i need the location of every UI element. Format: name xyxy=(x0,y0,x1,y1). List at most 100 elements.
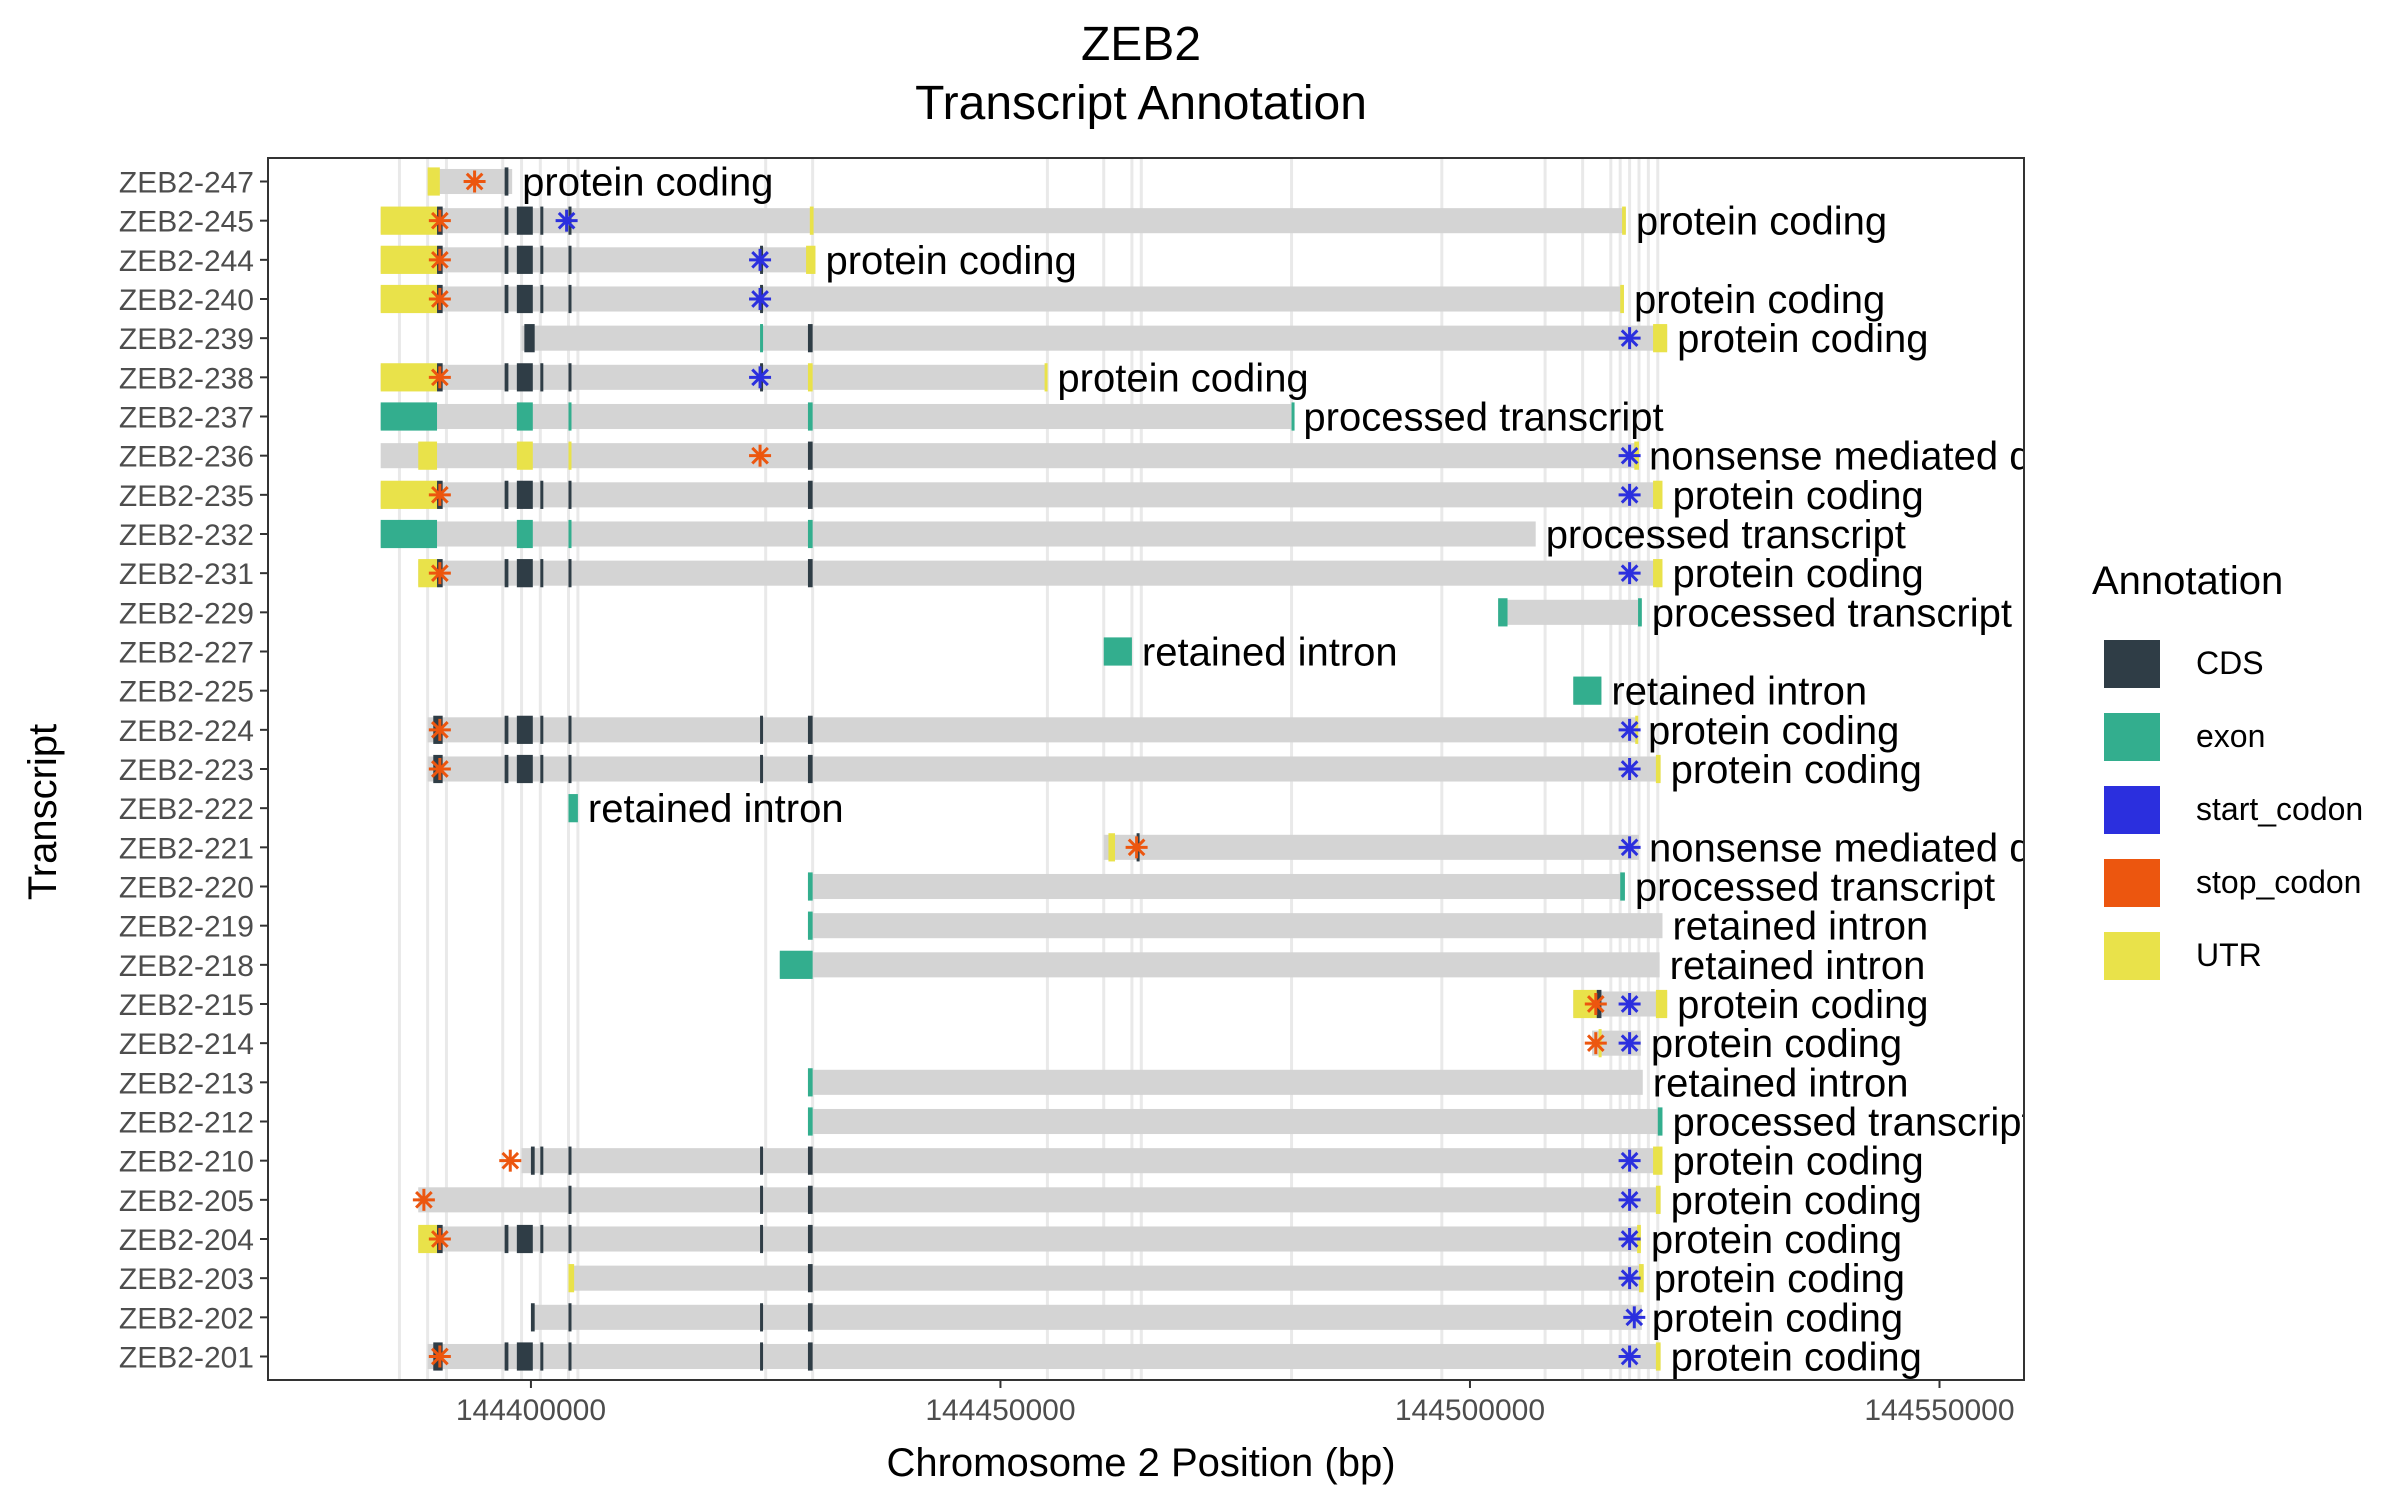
transcript-biotype-label: protein coding xyxy=(1648,709,1899,753)
transcript-span xyxy=(807,913,1663,939)
cds-segment xyxy=(504,1342,509,1371)
cds-segment xyxy=(760,715,764,744)
exon-segment xyxy=(807,402,813,431)
transcript-biotype-label: retained intron xyxy=(1672,905,1928,949)
cds-segment xyxy=(568,1185,572,1214)
transcript-biotype-label: protein coding xyxy=(1654,1257,1905,1301)
transcript-zeb2-214 xyxy=(1584,1029,1641,1058)
cds-segment xyxy=(516,480,533,509)
y-tick-label: ZEB2-227 xyxy=(119,637,254,670)
start-codon-marker xyxy=(1618,562,1641,585)
y-tick-label: ZEB2-247 xyxy=(119,167,254,200)
transcript-span xyxy=(427,756,1661,782)
cds-segment xyxy=(516,715,533,744)
stop-codon-marker-stroke xyxy=(1586,1034,1605,1053)
transcript-biotype-label: protein coding xyxy=(1677,983,1928,1027)
transcript-biotype-label: retained intron xyxy=(1653,1061,1909,1105)
utr-segment xyxy=(568,1264,575,1293)
cds-segment xyxy=(807,480,813,509)
utr-segment xyxy=(1655,1185,1661,1214)
legend: Annotation CDS exon start_codon stop_codon U… xyxy=(2092,559,2363,980)
stop-codon-marker xyxy=(499,1149,522,1172)
cds-segment xyxy=(504,284,509,314)
transcript-biotype-label: retained intron xyxy=(588,787,844,831)
transcript-biotype-label: retained intron xyxy=(1611,670,1867,714)
stop-codon-marker xyxy=(749,444,772,467)
transcript-span xyxy=(418,1187,1661,1213)
transcript-biotype-label: processed transcript xyxy=(1652,591,2012,635)
y-tick-label: ZEB2-220 xyxy=(119,872,254,905)
utr-segment xyxy=(427,167,440,196)
exon-segment xyxy=(807,519,813,549)
cds-segment xyxy=(540,754,544,784)
start-codon-marker xyxy=(1618,1032,1641,1055)
stop-codon-marker-stroke xyxy=(465,172,484,191)
stop-codon-marker xyxy=(428,288,451,310)
transcript-zeb2-231 xyxy=(418,559,1663,588)
y-tick-label: ZEB2-225 xyxy=(119,676,254,709)
exon-segment xyxy=(760,324,764,353)
exon-segment xyxy=(1657,1107,1663,1136)
cds-segment xyxy=(540,1342,544,1371)
cds-segment xyxy=(504,715,509,744)
cds-segment xyxy=(807,1303,813,1332)
start-codon-marker-stroke xyxy=(751,250,769,269)
cds-segment xyxy=(807,715,813,744)
stop-codon-marker xyxy=(428,366,451,389)
y-tick-label: ZEB2-236 xyxy=(119,441,254,474)
cds-segment xyxy=(568,715,572,744)
transcript-span xyxy=(530,1304,1642,1330)
transcript-biotype-label: processed transcript xyxy=(1672,1101,2032,1145)
transcript-biotype-label: protein coding xyxy=(1671,1179,1922,1223)
start-codon-marker xyxy=(749,248,772,271)
transcript-span xyxy=(380,208,1626,234)
transcript-zeb2-238 xyxy=(380,363,1048,392)
cds-segment xyxy=(760,1146,764,1175)
legend-label: UTR xyxy=(2196,937,2262,973)
transcript-span xyxy=(418,560,1663,586)
exon-segment xyxy=(568,519,572,549)
start-codon-marker-stroke xyxy=(1620,1269,1639,1288)
transcript-biotype-label: protein coding xyxy=(1672,1140,1923,1184)
stop-codon-marker xyxy=(1584,993,1607,1015)
cds-segment xyxy=(540,363,544,392)
transcript-zeb2-219 xyxy=(807,911,1663,940)
start-codon-marker-stroke xyxy=(557,211,576,230)
exon-segment xyxy=(1498,598,1508,627)
cds-segment xyxy=(504,245,509,274)
cds-segment xyxy=(807,324,813,353)
start-codon-marker-stroke xyxy=(1620,446,1639,465)
stop-codon-marker xyxy=(428,562,451,585)
utr-segment xyxy=(418,441,438,470)
transcript-span xyxy=(380,286,1624,312)
transcript-biotype-label: protein coding xyxy=(1651,1218,1902,1262)
y-tick-label: ZEB2-224 xyxy=(119,715,254,748)
cds-segment xyxy=(516,1342,533,1371)
legend-key-start-codon xyxy=(2104,786,2160,834)
transcript-span xyxy=(807,873,1625,900)
stop-codon-marker xyxy=(428,248,451,271)
y-tick-label: ZEB2-231 xyxy=(119,558,254,591)
stop-codon-marker-stroke xyxy=(431,211,449,230)
start-codon-marker-stroke xyxy=(1620,995,1639,1013)
transcript-zeb2-223 xyxy=(427,754,1661,784)
transcript-biotype-label: protein coding xyxy=(1652,1296,1903,1340)
cds-segment xyxy=(807,1342,813,1371)
cds-segment xyxy=(530,1303,535,1332)
start-codon-marker-stroke xyxy=(1620,1230,1639,1248)
stop-codon-marker-stroke xyxy=(415,1190,433,1209)
start-codon-marker xyxy=(749,366,772,389)
y-tick-label: ZEB2-213 xyxy=(119,1067,254,1100)
cds-segment xyxy=(568,1224,572,1254)
cds-segment xyxy=(516,245,533,274)
utr-segment xyxy=(1044,363,1048,392)
transcript-span xyxy=(1498,599,1642,625)
exon-segment xyxy=(516,519,533,549)
transcript-zeb2-237 xyxy=(380,402,1295,431)
transcript-zeb2-235 xyxy=(380,480,1663,509)
y-tick-label: ZEB2-212 xyxy=(119,1107,254,1140)
transcript-zeb2-215 xyxy=(1573,989,1668,1019)
start-codon-marker xyxy=(1618,1188,1641,1211)
start-codon-marker-stroke xyxy=(751,368,769,387)
transcript-zeb2-213 xyxy=(807,1068,1643,1097)
